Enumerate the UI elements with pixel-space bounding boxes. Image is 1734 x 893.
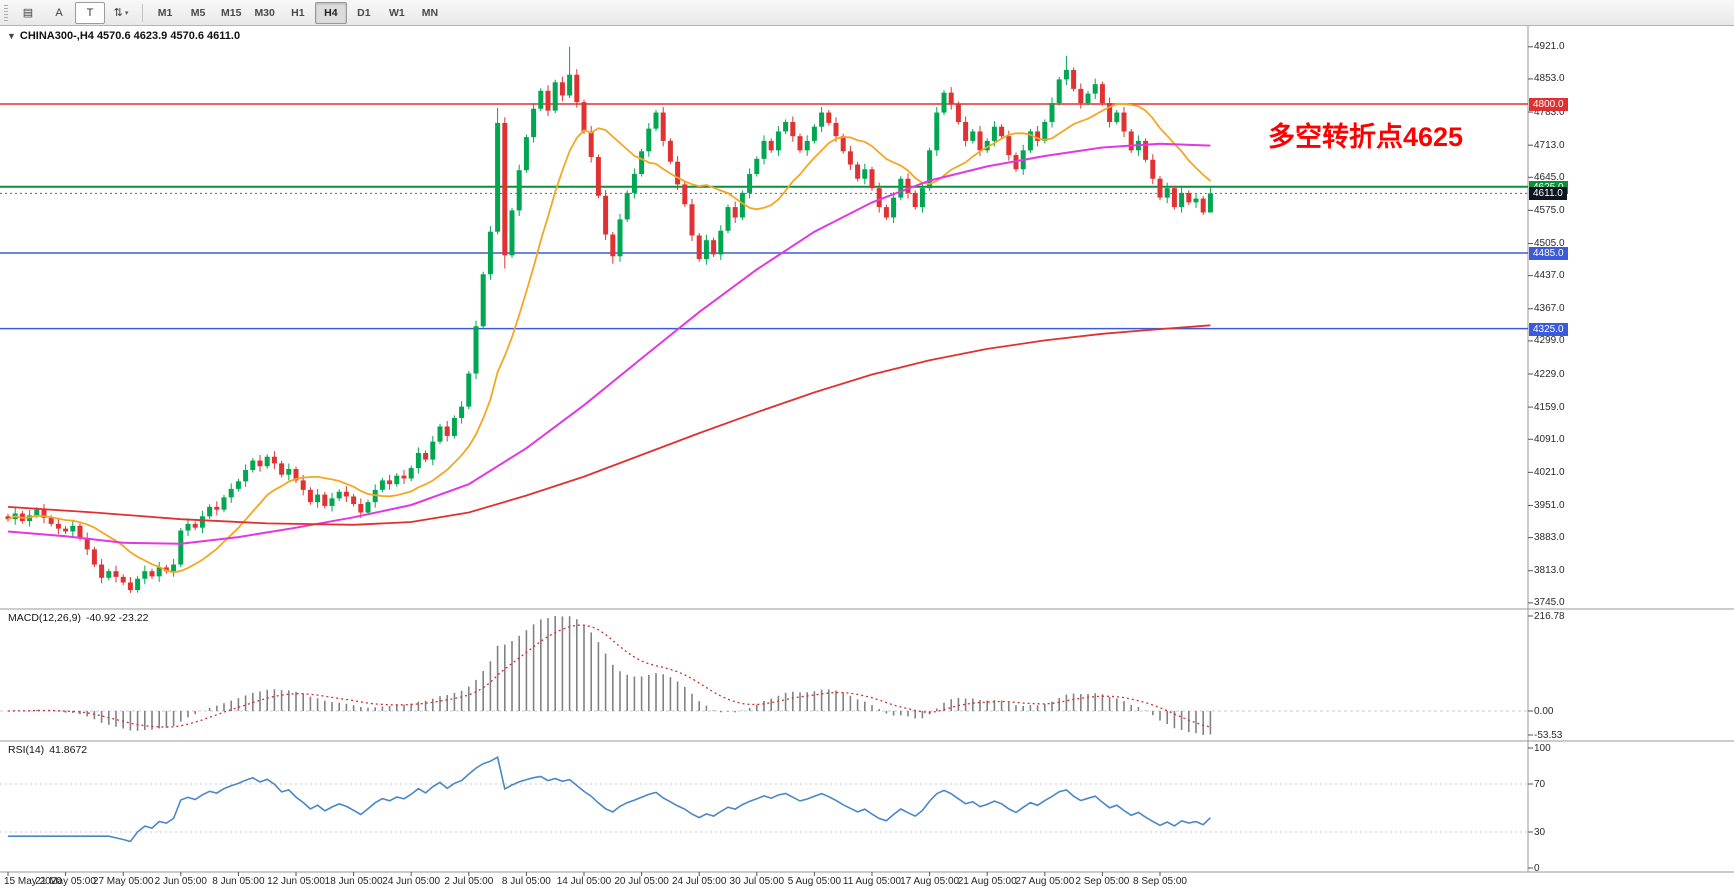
time-axis-label: 2 Jun 05:00 — [154, 876, 207, 887]
price-tick: 4713.0 — [1534, 139, 1565, 151]
time-axis-label: 8 Jul 05:00 — [501, 876, 551, 887]
annotation-text[interactable]: 多空转折点4625 — [1268, 122, 1464, 152]
time-axis-label: 18 Jun 05:00 — [324, 876, 383, 887]
toolbar-separator — [142, 3, 143, 22]
time-axis-label: 27 Aug 05:00 — [1015, 876, 1075, 887]
timeframe-buttons: M1 M5 M15 M30 H1 H4 D1 W1 MN — [149, 1, 446, 24]
price-tick: 4091.0 — [1534, 433, 1565, 445]
time-axis-label: 21 May 05:00 — [35, 876, 96, 887]
rsi-indicator-label: RSI(14) 41.8672 — [8, 744, 87, 756]
price-tick: 3951.0 — [1534, 499, 1565, 511]
macd-scale-label: 216.78 — [1534, 610, 1565, 622]
timeframe-m30[interactable]: M30 — [254, 6, 275, 19]
timeframe-d1[interactable]: D1 — [357, 6, 371, 19]
timeframe-m15[interactable]: M15 — [221, 6, 242, 19]
price-tick: 4159.0 — [1534, 401, 1565, 413]
rsi-scale-label: 70 — [1534, 778, 1546, 790]
dropdown-caret-icon: ▾ — [124, 9, 129, 17]
macd-name: MACD(12,26,9) — [8, 612, 81, 624]
rsi-scale-label: 100 — [1534, 742, 1551, 754]
macd-scale-label: -53.53 — [1534, 729, 1563, 741]
time-axis-label: 30 Jul 05:00 — [729, 876, 785, 887]
toolbar-drag-handle[interactable] — [4, 4, 8, 21]
price-tick: 4505.0 — [1534, 238, 1565, 249]
timeframe-h4[interactable]: H4 — [314, 1, 347, 24]
timeframe-h1[interactable]: H1 — [291, 6, 305, 19]
time-axis-label: 8 Sep 05:00 — [1133, 876, 1187, 887]
rsi-scale-label: 0 — [1534, 862, 1540, 874]
macd-scale-label: 0.00 — [1534, 705, 1554, 717]
price-tick: 4021.0 — [1534, 466, 1565, 478]
timeframe-w1[interactable]: W1 — [389, 6, 405, 19]
toolbar-left-buttons: ▤ A T ⇅ ▾ — [13, 1, 136, 24]
toolbar: ▤ A T ⇅ ▾ M1 M5 M15 M30 H1 H4 D1 W1 MN — [0, 0, 1734, 26]
time-axis-label: 15 May 2020 — [4, 876, 62, 887]
time-axis-label: 11 Aug 05:00 — [842, 876, 902, 887]
price-tick: 4229.0 — [1534, 368, 1565, 380]
timeframe-mn[interactable]: MN — [421, 6, 439, 19]
time-axis-label: 21 Aug 05:00 — [957, 876, 1017, 887]
price-tick: 4783.0 — [1534, 106, 1565, 118]
price-tick: 4645.0 — [1534, 171, 1565, 183]
time-axis-label: 12 Jun 05:00 — [267, 876, 325, 887]
grid-icon-button[interactable]: ▤ — [22, 7, 34, 19]
timeframe-m5[interactable]: M5 — [190, 6, 206, 19]
macd-indicator-label: MACD(12,26,9) -40.92 -23.22 — [8, 612, 148, 624]
collapse-arrow-icon[interactable]: ▼ — [7, 31, 16, 41]
timeframe-m1[interactable]: M1 — [157, 6, 173, 19]
price-tick: 4575.0 — [1534, 204, 1565, 216]
price-level-badge: 4800.0 — [1529, 98, 1568, 112]
price-tick: 4921.0 — [1534, 41, 1565, 53]
rsi-scale-label: 30 — [1534, 826, 1546, 838]
price-tick: 4299.0 — [1534, 335, 1565, 347]
price-tick: 3745.0 — [1534, 597, 1565, 609]
rsi-value: 41.8672 — [49, 744, 88, 756]
price-tick: 3883.0 — [1534, 532, 1565, 544]
price-tick: 4367.0 — [1534, 303, 1565, 315]
time-axis-label: 27 May 05:00 — [92, 876, 154, 887]
time-axis-label: 2 Jul 05:00 — [444, 876, 494, 887]
time-axis-label: 2 Sep 05:00 — [1075, 876, 1130, 887]
price-tick: 3813.0 — [1534, 565, 1565, 577]
time-axis-label: 24 Jun 05:00 — [382, 876, 441, 887]
text-tool-button[interactable]: T — [75, 1, 105, 24]
rsi-name: RSI(14) — [8, 744, 45, 756]
time-axis-label: 17 Aug 05:00 — [900, 876, 960, 887]
macd-values: -40.92 -23.22 — [85, 612, 149, 624]
price-tick: 4437.0 — [1534, 270, 1565, 282]
time-axis-label: 24 Jul 05:00 — [671, 876, 727, 887]
sort-arrows-button[interactable]: ⇅ ▾ — [113, 7, 129, 19]
time-axis-label: 8 Jun 05:00 — [212, 876, 265, 887]
time-axis-label: 14 Jul 05:00 — [556, 876, 612, 887]
price-level-badge: 4485.0 — [1529, 246, 1568, 260]
price-scale-area[interactable] — [1528, 26, 1734, 872]
time-axis-label: 20 Jul 05:00 — [614, 876, 669, 887]
price-tick: 4853.0 — [1534, 73, 1565, 85]
letter-a-button[interactable]: A — [55, 6, 63, 19]
price-level-badge: 4325.0 — [1529, 322, 1568, 336]
symbol-header: ▼ CHINA300-,H4 4570.6 4623.9 4570.6 4611.… — [7, 30, 240, 42]
time-axis-label: 5 Aug 05:00 — [787, 876, 842, 887]
current-price-badge: 4611.0 — [1529, 187, 1567, 201]
symbol-ohlc-text: CHINA300-,H4 4570.6 4623.9 4570.6 4611.0 — [19, 30, 241, 42]
